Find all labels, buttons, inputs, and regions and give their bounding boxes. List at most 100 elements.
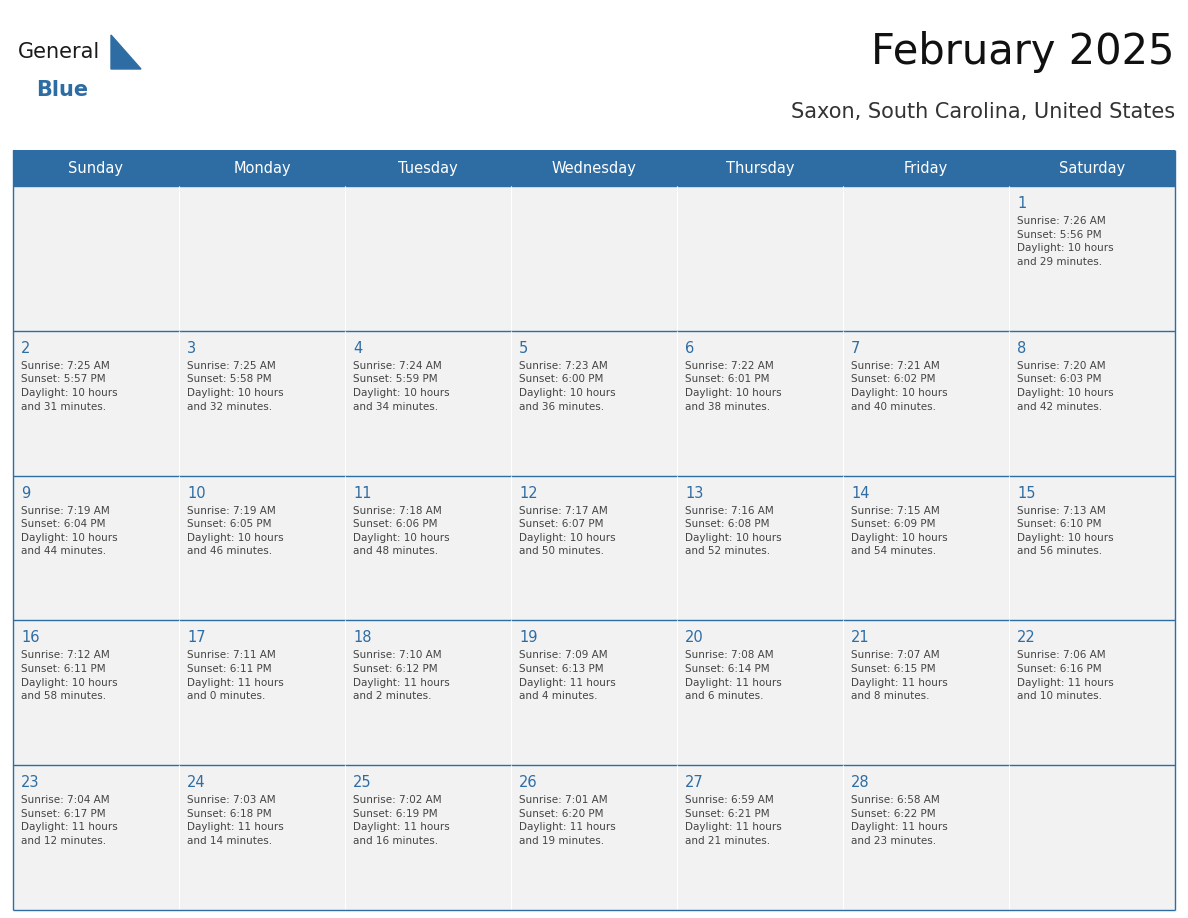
Bar xyxy=(13,186,179,330)
Text: 24: 24 xyxy=(187,775,206,790)
Bar xyxy=(511,766,677,910)
Text: Monday: Monday xyxy=(233,161,291,175)
Bar xyxy=(13,476,179,621)
Text: 17: 17 xyxy=(187,631,206,645)
Text: 18: 18 xyxy=(353,631,372,645)
Text: 28: 28 xyxy=(851,775,870,790)
Bar xyxy=(345,766,511,910)
Text: 6: 6 xyxy=(685,341,694,356)
Text: 20: 20 xyxy=(685,631,703,645)
Text: Sunrise: 7:19 AM
Sunset: 6:05 PM
Daylight: 10 hours
and 46 minutes.: Sunrise: 7:19 AM Sunset: 6:05 PM Dayligh… xyxy=(187,506,284,556)
Text: Sunrise: 7:10 AM
Sunset: 6:12 PM
Daylight: 11 hours
and 2 minutes.: Sunrise: 7:10 AM Sunset: 6:12 PM Dayligh… xyxy=(353,650,450,701)
Bar xyxy=(1009,330,1175,476)
Text: Sunrise: 7:09 AM
Sunset: 6:13 PM
Daylight: 11 hours
and 4 minutes.: Sunrise: 7:09 AM Sunset: 6:13 PM Dayligh… xyxy=(519,650,615,701)
Bar xyxy=(843,766,1009,910)
Bar xyxy=(677,476,843,621)
Text: General: General xyxy=(18,42,100,62)
Text: Sunrise: 7:17 AM
Sunset: 6:07 PM
Daylight: 10 hours
and 50 minutes.: Sunrise: 7:17 AM Sunset: 6:07 PM Dayligh… xyxy=(519,506,615,556)
Bar xyxy=(13,766,179,910)
Bar xyxy=(345,621,511,766)
Text: Sunday: Sunday xyxy=(69,161,124,175)
Text: Sunrise: 7:18 AM
Sunset: 6:06 PM
Daylight: 10 hours
and 48 minutes.: Sunrise: 7:18 AM Sunset: 6:06 PM Dayligh… xyxy=(353,506,449,556)
Text: Sunrise: 7:16 AM
Sunset: 6:08 PM
Daylight: 10 hours
and 52 minutes.: Sunrise: 7:16 AM Sunset: 6:08 PM Dayligh… xyxy=(685,506,782,556)
Text: 22: 22 xyxy=(1017,631,1036,645)
Bar xyxy=(677,766,843,910)
Text: Sunrise: 7:25 AM
Sunset: 5:58 PM
Daylight: 10 hours
and 32 minutes.: Sunrise: 7:25 AM Sunset: 5:58 PM Dayligh… xyxy=(187,361,284,411)
Bar xyxy=(843,621,1009,766)
Bar xyxy=(1009,186,1175,330)
Text: Sunrise: 7:19 AM
Sunset: 6:04 PM
Daylight: 10 hours
and 44 minutes.: Sunrise: 7:19 AM Sunset: 6:04 PM Dayligh… xyxy=(21,506,118,556)
Text: 2: 2 xyxy=(21,341,31,356)
Bar xyxy=(13,150,1175,186)
Text: 7: 7 xyxy=(851,341,860,356)
Bar xyxy=(345,330,511,476)
Bar xyxy=(179,621,345,766)
Text: Tuesday: Tuesday xyxy=(398,161,457,175)
Text: 14: 14 xyxy=(851,486,870,500)
Text: Sunrise: 7:25 AM
Sunset: 5:57 PM
Daylight: 10 hours
and 31 minutes.: Sunrise: 7:25 AM Sunset: 5:57 PM Dayligh… xyxy=(21,361,118,411)
Bar xyxy=(843,330,1009,476)
Text: Sunrise: 7:01 AM
Sunset: 6:20 PM
Daylight: 11 hours
and 19 minutes.: Sunrise: 7:01 AM Sunset: 6:20 PM Dayligh… xyxy=(519,795,615,846)
Text: Sunrise: 7:11 AM
Sunset: 6:11 PM
Daylight: 11 hours
and 0 minutes.: Sunrise: 7:11 AM Sunset: 6:11 PM Dayligh… xyxy=(187,650,284,701)
Bar xyxy=(1009,766,1175,910)
Text: 5: 5 xyxy=(519,341,529,356)
Bar xyxy=(511,186,677,330)
Text: Sunrise: 7:12 AM
Sunset: 6:11 PM
Daylight: 10 hours
and 58 minutes.: Sunrise: 7:12 AM Sunset: 6:11 PM Dayligh… xyxy=(21,650,118,701)
Bar xyxy=(179,476,345,621)
Text: 3: 3 xyxy=(187,341,196,356)
Text: 27: 27 xyxy=(685,775,703,790)
Text: Sunrise: 7:22 AM
Sunset: 6:01 PM
Daylight: 10 hours
and 38 minutes.: Sunrise: 7:22 AM Sunset: 6:01 PM Dayligh… xyxy=(685,361,782,411)
Bar xyxy=(179,186,345,330)
Text: 10: 10 xyxy=(187,486,206,500)
Text: 13: 13 xyxy=(685,486,703,500)
Bar xyxy=(843,186,1009,330)
Text: Blue: Blue xyxy=(36,80,88,100)
Text: Saxon, South Carolina, United States: Saxon, South Carolina, United States xyxy=(791,102,1175,122)
Bar xyxy=(1009,476,1175,621)
Bar xyxy=(511,621,677,766)
Polygon shape xyxy=(110,35,141,69)
Text: Sunrise: 7:06 AM
Sunset: 6:16 PM
Daylight: 11 hours
and 10 minutes.: Sunrise: 7:06 AM Sunset: 6:16 PM Dayligh… xyxy=(1017,650,1114,701)
Bar xyxy=(511,476,677,621)
Text: Sunrise: 7:02 AM
Sunset: 6:19 PM
Daylight: 11 hours
and 16 minutes.: Sunrise: 7:02 AM Sunset: 6:19 PM Dayligh… xyxy=(353,795,450,846)
Text: Sunrise: 7:23 AM
Sunset: 6:00 PM
Daylight: 10 hours
and 36 minutes.: Sunrise: 7:23 AM Sunset: 6:00 PM Dayligh… xyxy=(519,361,615,411)
Text: Sunrise: 7:08 AM
Sunset: 6:14 PM
Daylight: 11 hours
and 6 minutes.: Sunrise: 7:08 AM Sunset: 6:14 PM Dayligh… xyxy=(685,650,782,701)
Text: 25: 25 xyxy=(353,775,372,790)
Text: 21: 21 xyxy=(851,631,870,645)
Text: 26: 26 xyxy=(519,775,538,790)
Text: 23: 23 xyxy=(21,775,39,790)
Text: February 2025: February 2025 xyxy=(872,31,1175,73)
Text: Sunrise: 6:58 AM
Sunset: 6:22 PM
Daylight: 11 hours
and 23 minutes.: Sunrise: 6:58 AM Sunset: 6:22 PM Dayligh… xyxy=(851,795,948,846)
Bar xyxy=(179,330,345,476)
Text: Thursday: Thursday xyxy=(726,161,795,175)
Bar xyxy=(511,330,677,476)
Bar xyxy=(843,476,1009,621)
Text: Sunrise: 7:21 AM
Sunset: 6:02 PM
Daylight: 10 hours
and 40 minutes.: Sunrise: 7:21 AM Sunset: 6:02 PM Dayligh… xyxy=(851,361,948,411)
Bar xyxy=(677,330,843,476)
Text: 19: 19 xyxy=(519,631,537,645)
Text: 12: 12 xyxy=(519,486,538,500)
Text: 1: 1 xyxy=(1017,196,1026,211)
Text: Sunrise: 7:13 AM
Sunset: 6:10 PM
Daylight: 10 hours
and 56 minutes.: Sunrise: 7:13 AM Sunset: 6:10 PM Dayligh… xyxy=(1017,506,1113,556)
Text: 4: 4 xyxy=(353,341,362,356)
Text: Sunrise: 7:04 AM
Sunset: 6:17 PM
Daylight: 11 hours
and 12 minutes.: Sunrise: 7:04 AM Sunset: 6:17 PM Dayligh… xyxy=(21,795,118,846)
Text: Sunrise: 7:03 AM
Sunset: 6:18 PM
Daylight: 11 hours
and 14 minutes.: Sunrise: 7:03 AM Sunset: 6:18 PM Dayligh… xyxy=(187,795,284,846)
Text: 15: 15 xyxy=(1017,486,1036,500)
Bar xyxy=(1009,621,1175,766)
Text: 11: 11 xyxy=(353,486,372,500)
Text: Saturday: Saturday xyxy=(1059,161,1125,175)
Text: Friday: Friday xyxy=(904,161,948,175)
Bar xyxy=(677,186,843,330)
Bar xyxy=(13,330,179,476)
Text: 16: 16 xyxy=(21,631,39,645)
Bar xyxy=(13,621,179,766)
Text: 8: 8 xyxy=(1017,341,1026,356)
Bar xyxy=(345,186,511,330)
Text: Sunrise: 6:59 AM
Sunset: 6:21 PM
Daylight: 11 hours
and 21 minutes.: Sunrise: 6:59 AM Sunset: 6:21 PM Dayligh… xyxy=(685,795,782,846)
Bar xyxy=(345,476,511,621)
Text: Sunrise: 7:15 AM
Sunset: 6:09 PM
Daylight: 10 hours
and 54 minutes.: Sunrise: 7:15 AM Sunset: 6:09 PM Dayligh… xyxy=(851,506,948,556)
Bar xyxy=(179,766,345,910)
Text: Wednesday: Wednesday xyxy=(551,161,637,175)
Text: Sunrise: 7:26 AM
Sunset: 5:56 PM
Daylight: 10 hours
and 29 minutes.: Sunrise: 7:26 AM Sunset: 5:56 PM Dayligh… xyxy=(1017,216,1113,267)
Text: 9: 9 xyxy=(21,486,30,500)
